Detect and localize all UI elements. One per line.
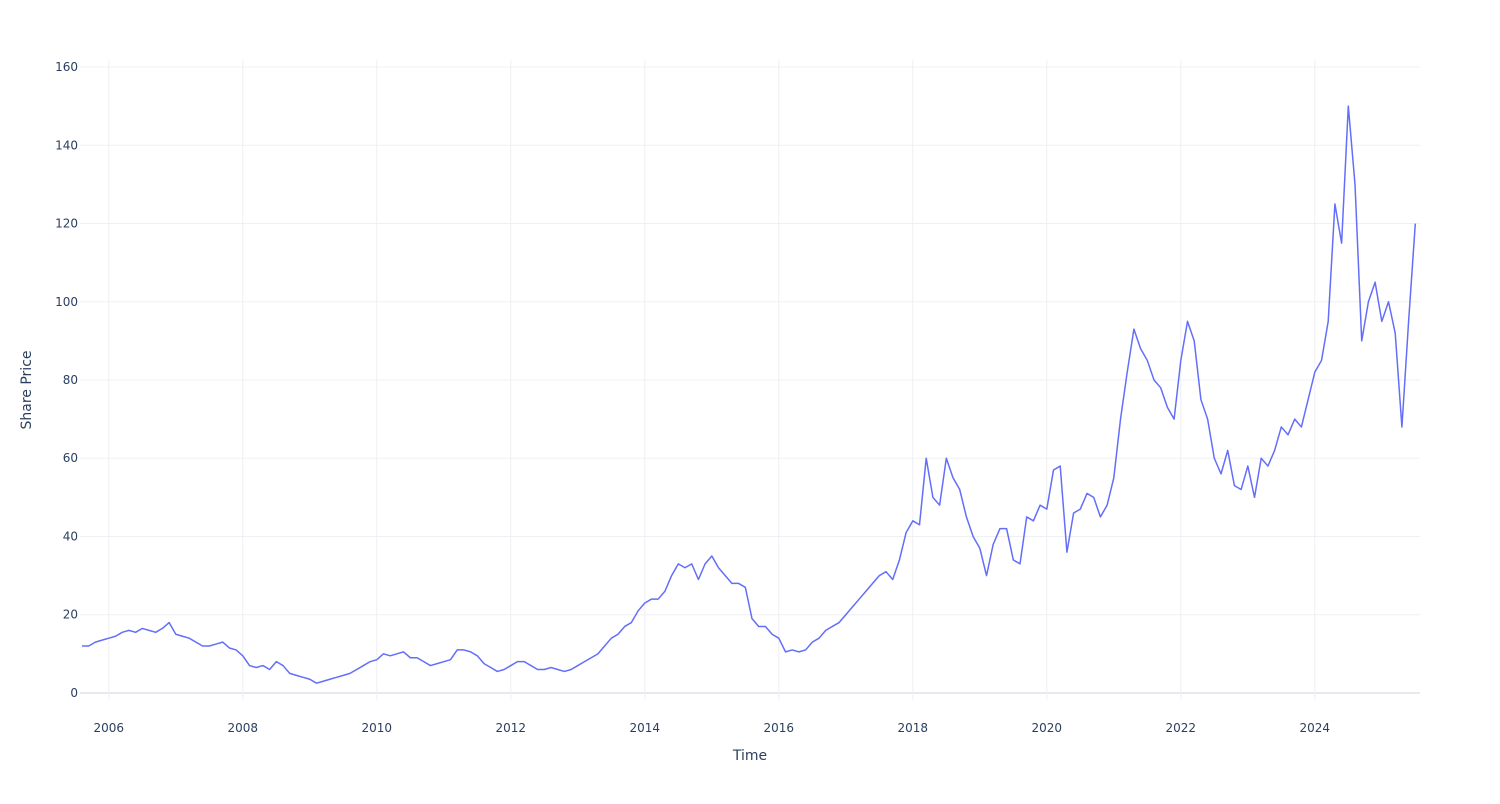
x-tick-label: 2022 [1166,721,1197,735]
x-tick-label: 2014 [630,721,661,735]
y-tick-label: 40 [63,529,78,543]
x-tick-label: 2020 [1032,721,1063,735]
x-tick-label: 2024 [1300,721,1331,735]
y-tick-label: 100 [55,295,78,309]
y-tick-label: 120 [55,217,78,231]
y-tick-label: 0 [70,686,78,700]
y-tick-label: 140 [55,138,78,152]
x-tick-label: 2006 [94,721,125,735]
y-tick-label: 160 [55,60,78,74]
x-tick-label: 2016 [764,721,795,735]
y-tick-label: 20 [63,608,78,622]
x-tick-label: 2010 [362,721,393,735]
y-tick-label: 80 [63,373,78,387]
x-tick-label: 2018 [898,721,929,735]
y-tick-label: 60 [63,451,78,465]
price-line [82,105,1417,684]
x-axis-title: Time [732,748,767,764]
y-axis-title: Share Price [19,350,35,429]
x-tick-label: 2012 [496,721,527,735]
x-tick-label: 2008 [228,721,259,735]
